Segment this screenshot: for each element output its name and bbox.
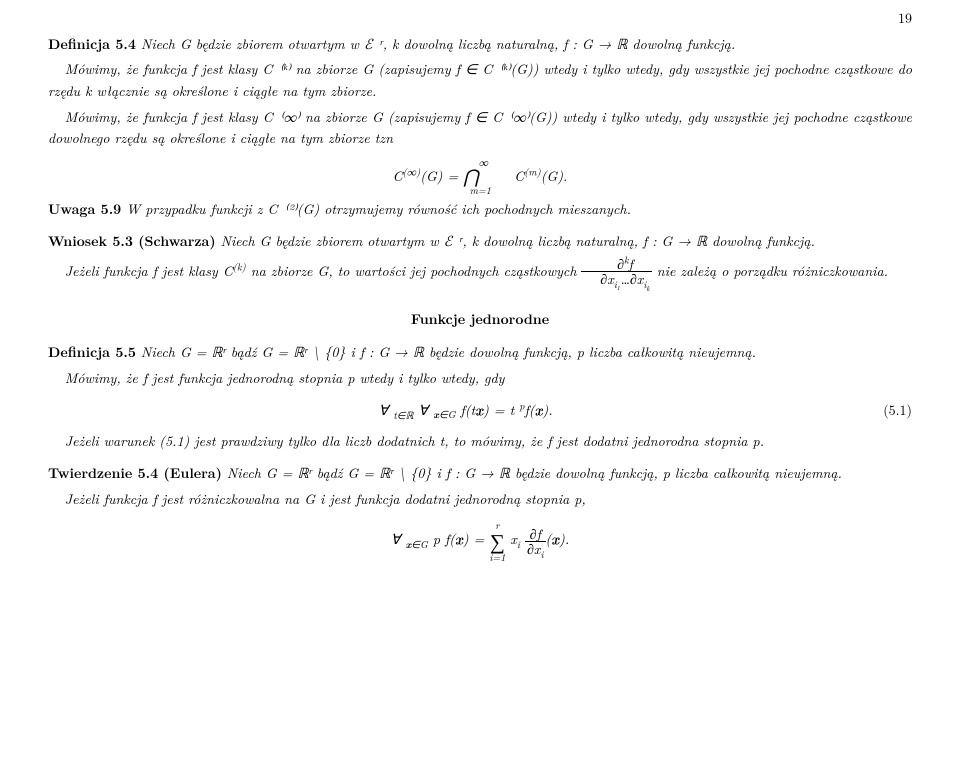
def55-lead: Definicja 5.5	[48, 342, 136, 362]
eq-number-5-1: (5.1)	[883, 400, 912, 422]
def55-body: Niech G = ℝʳ bądź G = ℝʳ \ {0} i f : G →…	[136, 342, 756, 362]
definition-5-5: Definicja 5.5 Niech G = ℝʳ bądź G = ℝʳ \…	[48, 342, 912, 364]
def54-p1: Mówimy, że funkcja f jest klasy C ⁽ᵏ⁾ na…	[48, 59, 912, 102]
wn53-p2: Jeżeli funkcja f jest klasy C(k) na zbio…	[48, 257, 912, 289]
page-number: 19	[48, 8, 912, 30]
twierdzenie-5-4: Twierdzenie 5.4 (Eulera) Niech G = ℝʳ bą…	[48, 463, 912, 485]
tw54-p2: Jeżeli funkcja f jest różniczkowalna na …	[48, 489, 912, 511]
def54-lead: Definicja 5.4	[48, 34, 136, 54]
tw54-body: Niech G = ℝʳ bądź G = ℝʳ \ {0} i f : G →…	[222, 463, 842, 483]
def54-p2: Mówimy, że funkcja f jest klasy C ⁽∞⁾ na…	[48, 107, 912, 150]
uwaga-5-9: Uwaga 5.9 W przypadku funkcji z C ⁽²⁾(G)…	[48, 199, 912, 221]
wniosek-5-3: Wniosek 5.3 (Schwarza) Niech G będzie zb…	[48, 231, 912, 253]
formula-cinf: C(∞)(G) = ⋂m=1∞ C(m)(G).	[48, 160, 912, 189]
section-title: Funkcje jednorodne	[48, 309, 912, 331]
formula-euler: ∀ x∈G p f(x) = r ∑ i=1 xi ∂f ∂xi (x).	[48, 520, 912, 561]
definition-5-4: Definicja 5.4 Niech G będzie zbiorem otw…	[48, 34, 912, 56]
wn53-lead: Wniosek 5.3 (Schwarza)	[48, 231, 216, 251]
def54-body: Niech G będzie zbiorem otwartym w ℰ ʳ, k…	[136, 34, 735, 54]
def55-p3: Jeżeli warunek (5.1) jest prawdziwy tylk…	[48, 431, 912, 453]
wn53-body: Niech G będzie zbiorem otwartym w ℰ ʳ, k…	[216, 231, 815, 251]
uwaga59-body: W przypadku funkcji z C ⁽²⁾(G) otrzymuje…	[121, 199, 631, 219]
uwaga59-lead: Uwaga 5.9	[48, 199, 121, 219]
def55-p2: Mówimy, że f jest funkcja jednorodną sto…	[48, 368, 912, 390]
formula-homog: ∀ t∈ℝ ∀ x∈G f(tx) = t pf(x). (5.1)	[48, 400, 912, 422]
tw54-lead: Twierdzenie 5.4 (Eulera)	[48, 463, 222, 483]
